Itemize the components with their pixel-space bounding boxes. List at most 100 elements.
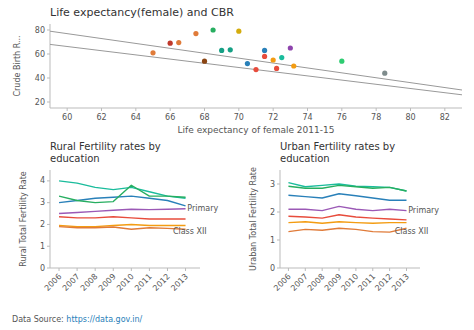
x-axis-line [50, 108, 462, 109]
scatter-point [253, 67, 258, 72]
y-tick [47, 78, 50, 79]
panel: Urban Fertility rates byeducation0123200… [249, 141, 439, 293]
y-tick [277, 184, 280, 185]
x-tick-label: 2011 [133, 272, 154, 293]
y-tick [47, 102, 50, 103]
y-tick [47, 268, 50, 269]
y-tick [277, 212, 280, 213]
x-tick-label: 68 [199, 113, 209, 122]
y-axis-label: Crude Birth R... [13, 35, 22, 96]
plot-area [59, 181, 185, 229]
scatter-point [210, 27, 215, 32]
x-tick [410, 108, 411, 111]
x-tick [322, 268, 323, 271]
annotation: Primary [187, 204, 218, 213]
x-tick-label: 60 [62, 113, 72, 122]
line [59, 209, 185, 214]
x-tick [307, 108, 308, 111]
x-tick [95, 268, 96, 271]
panel: Rural Fertility rates byeducation0123420… [19, 141, 219, 293]
x-tick-label: 2009 [323, 272, 344, 293]
line [288, 185, 406, 191]
x-axis-line [280, 268, 420, 269]
x-tick [238, 108, 239, 111]
line [288, 228, 406, 232]
x-tick-label: 2009 [97, 272, 118, 293]
x-tick [67, 108, 68, 111]
x-tick [444, 108, 445, 111]
line [59, 224, 185, 226]
y-axis-line [280, 170, 281, 268]
x-tick [389, 268, 390, 271]
scatter-point [228, 47, 233, 52]
footnote: Data Source: https://data.gov.in/ [12, 315, 143, 324]
scatter-point [291, 63, 296, 68]
y-tick-label: 3 [270, 180, 275, 189]
x-tick-label: 70 [234, 113, 244, 122]
x-axis-line [50, 268, 200, 269]
x-tick-label: 2006 [43, 272, 64, 293]
y-axis-label: Uraban Total Fertility Rate [249, 167, 258, 271]
scatter-point [382, 71, 387, 76]
scatter-point [150, 50, 155, 55]
x-tick-label: 2012 [151, 272, 172, 293]
x-tick [406, 268, 407, 271]
x-tick [341, 108, 342, 111]
y-axis-line [50, 24, 51, 108]
y-tick [47, 224, 50, 225]
scatter-point [236, 29, 241, 34]
scatter-point [339, 59, 344, 64]
scatter-point [193, 31, 198, 36]
scatter-point [219, 48, 224, 53]
x-tick [149, 268, 150, 271]
y-tick-label: 0 [40, 264, 45, 273]
x-tick-label: 2010 [340, 272, 361, 293]
annotation: Class XII [173, 227, 207, 236]
y-axis-label: Rural Total Fertility Rate [19, 171, 28, 266]
line [50, 44, 462, 94]
plot-area [50, 27, 462, 94]
title: Rural Fertility rates byeducation [50, 141, 161, 164]
scatter-point [262, 48, 267, 53]
x-tick [305, 268, 306, 271]
chart-root: Life expectancy(female) and CBR204060806… [0, 0, 474, 330]
annotation: Primary [408, 206, 439, 215]
x-tick-label: 2008 [79, 272, 100, 293]
scatter-point [168, 41, 173, 46]
line [59, 185, 185, 202]
y-tick [277, 268, 280, 269]
x-tick [288, 268, 289, 271]
x-tick [273, 108, 274, 111]
title-line: education [50, 153, 100, 164]
line [59, 227, 185, 230]
title: Life expectancy(female) and CBR [50, 6, 234, 19]
y-tick [47, 180, 50, 181]
x-tick-label: 72 [268, 113, 278, 122]
scatter-point [279, 55, 284, 60]
line [288, 206, 406, 210]
x-tick-label: 80 [405, 113, 415, 122]
panel: Life expectancy(female) and CBR204060806… [13, 6, 462, 135]
line [288, 215, 406, 220]
y-tick-label: 1 [40, 242, 45, 251]
y-tick-label: 3 [40, 198, 45, 207]
x-tick-label: 2012 [373, 272, 394, 293]
x-tick-label: 2008 [306, 272, 327, 293]
x-tick-label: 2013 [390, 272, 411, 293]
y-tick [47, 246, 50, 247]
scatter-point [288, 45, 293, 50]
x-tick-label: 62 [96, 113, 106, 122]
x-tick [339, 268, 340, 271]
x-tick [376, 108, 377, 111]
annotation: Class XII [395, 227, 429, 236]
footnote-text: Data Source: [12, 315, 66, 324]
y-tick [47, 30, 50, 31]
x-tick [355, 268, 356, 271]
title-line: education [280, 153, 330, 164]
x-tick [101, 108, 102, 111]
y-tick-label: 40 [35, 74, 45, 83]
x-tick-label: 74 [302, 113, 312, 122]
x-tick [167, 268, 168, 271]
y-tick [47, 202, 50, 203]
x-tick-label: 2013 [169, 272, 190, 293]
